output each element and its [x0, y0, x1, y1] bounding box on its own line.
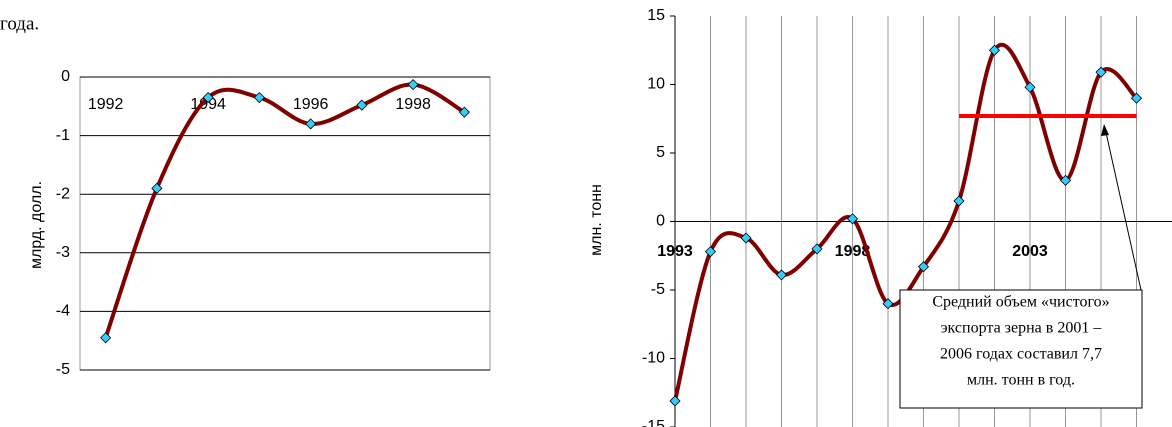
marker — [202, 91, 214, 104]
marker — [988, 44, 1001, 56]
body-text: года. — [0, 13, 39, 34]
annotation-text: 2006 годах составил 7,7 — [940, 346, 1102, 363]
marker — [846, 213, 859, 225]
marker — [305, 118, 317, 130]
x-tick-label: 2003 — [1012, 243, 1048, 260]
marker — [669, 395, 681, 407]
marker — [1130, 92, 1143, 104]
y-tick-label: 5 — [656, 144, 665, 161]
marker — [458, 106, 470, 118]
y-tick-label: -10 — [642, 350, 665, 367]
arrow-head — [1101, 124, 1109, 136]
x-tick-label: 1996 — [293, 96, 329, 113]
marker — [882, 298, 894, 310]
y-tick-label: 0 — [61, 68, 70, 85]
marker — [253, 91, 265, 104]
marker — [1059, 174, 1072, 186]
marker — [407, 79, 419, 91]
marker — [1095, 66, 1107, 78]
y-tick-label: -15 — [642, 418, 665, 427]
y-tick-label: -5 — [651, 281, 665, 298]
marker — [704, 246, 717, 258]
marker — [775, 269, 788, 281]
y-tick-label: -1 — [56, 127, 70, 144]
x-tick-label: 1998 — [395, 96, 431, 113]
marker — [953, 195, 965, 207]
x-tick-label: 1998 — [835, 243, 871, 260]
annotation-arrow — [1104, 127, 1142, 291]
marker — [917, 261, 930, 273]
y-tick-label: -5 — [56, 361, 70, 378]
marker — [1024, 81, 1036, 93]
y-tick-label: 10 — [647, 76, 665, 93]
y-tick-label: -2 — [56, 185, 70, 202]
annotation-text: млн. тонн в год. — [967, 372, 1075, 389]
marker — [151, 182, 163, 194]
data-line — [103, 82, 466, 339]
y-axis-label: млн. тонн — [588, 184, 605, 256]
y-tick-label: -3 — [56, 244, 70, 261]
x-tick-label: 1992 — [88, 96, 124, 113]
marker — [100, 332, 112, 344]
marker — [740, 232, 752, 244]
y-tick-label: -4 — [56, 303, 70, 320]
x-tick-label: 1993 — [657, 243, 693, 260]
marker — [356, 99, 368, 111]
annotation-text: Средний объем «чистого» — [932, 294, 1109, 311]
y-tick-label: 15 — [647, 7, 665, 24]
annotation-box — [899, 289, 1143, 409]
y-axis-label: млрд. долл. — [28, 181, 45, 269]
marker — [811, 243, 823, 255]
annotation-text: экспорта зерна в 2001 – — [941, 320, 1103, 337]
y-tick-label: 0 — [656, 213, 665, 230]
